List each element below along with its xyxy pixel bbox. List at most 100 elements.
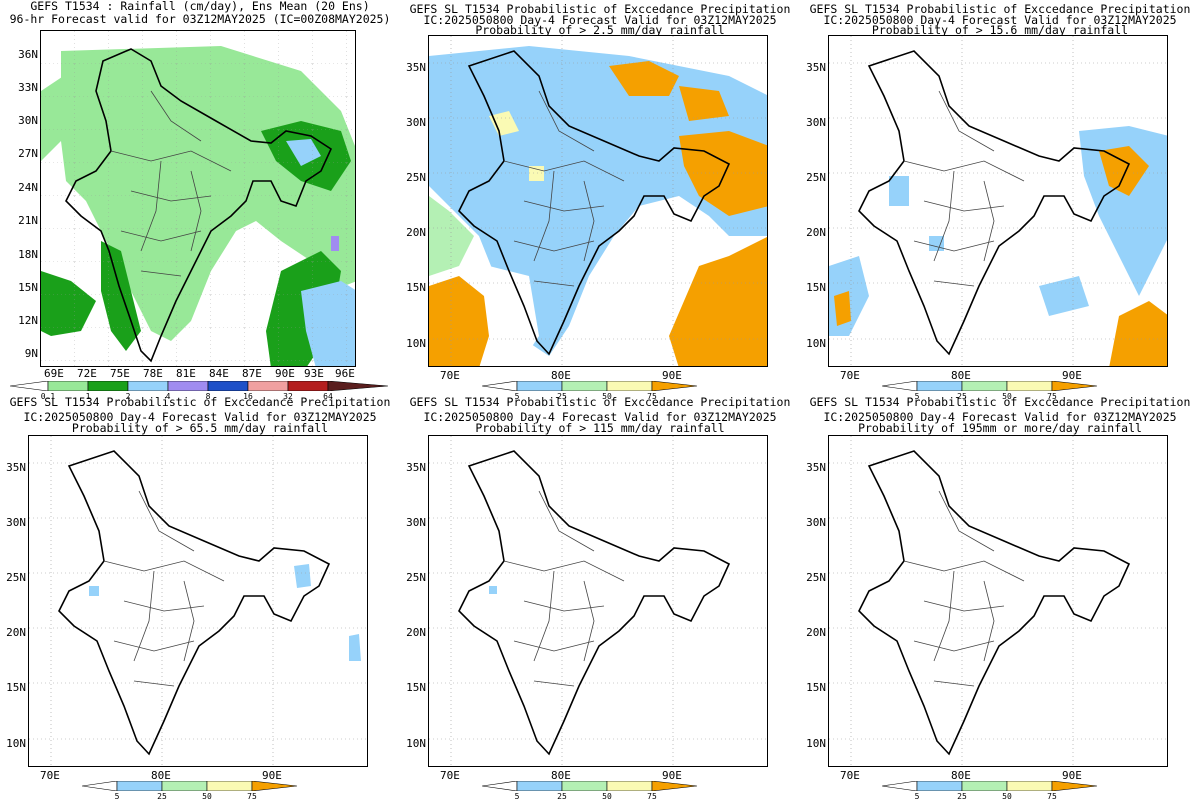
lon-label: 90E: [262, 769, 282, 782]
panel-prob-2p5mm: GEFS SL T1534 Probabilistic of Exccedanc…: [400, 0, 800, 402]
lat-label: 30N: [6, 516, 26, 529]
lat-label: 25N: [6, 571, 26, 584]
colorbar-label: 1: [85, 392, 91, 401]
panel-title-line-2: IC:2025050800 Day-4 Forecast Valid for 0…: [23, 410, 377, 424]
lon-label: 90E: [1062, 769, 1082, 782]
lat-label: 10N: [806, 337, 826, 350]
panel-title-line-3: Probability of > 65.5 mm/day rainfall: [71, 421, 329, 435]
lat-label: 35N: [6, 461, 26, 474]
prob-light-blue-spots: [89, 564, 361, 661]
colorbar-label: 0.1: [40, 392, 56, 401]
colorbar-label: 5: [114, 792, 120, 801]
lon-label: 69E: [44, 367, 64, 380]
lat-label: 15N: [6, 681, 26, 694]
probability-map: [29, 436, 367, 766]
colorbar: [482, 381, 698, 391]
panel-ens-mean-rainfall: GEFS T1534 : Rainfall (cm/day), Ens Mean…: [0, 0, 400, 401]
lat-label: 9N: [24, 347, 38, 360]
colorbar: [482, 781, 698, 791]
lat-label: 10N: [806, 737, 826, 750]
panel-title-line-2: IC:2025050800 Day-4 Forecast Valid for 0…: [423, 410, 777, 424]
india-outline: [458, 50, 731, 356]
colorbar-label: 50: [602, 792, 612, 801]
panel-title-line-3: Probability of > 115 mm/day rainfall: [475, 421, 725, 435]
lat-label: 18N: [18, 248, 38, 261]
lat-label: 25N: [406, 171, 426, 184]
lat-label: 10N: [406, 737, 426, 750]
lon-label: 72E: [77, 367, 97, 380]
lon-label: 80E: [551, 769, 571, 782]
colorbar-label: 75: [1047, 792, 1057, 801]
lon-label: 90E: [275, 367, 295, 380]
panel-title-line-3: Probability of 195mm or more/day rainfal…: [858, 421, 1142, 435]
panel-prob-195mm: GEFS SL T1534 Probabilistic of Exccedanc…: [800, 396, 1200, 801]
prob-orange-sw: [834, 291, 851, 326]
lat-label: 20N: [6, 626, 26, 639]
map-frame: [28, 435, 368, 767]
lon-label: 80E: [551, 369, 571, 382]
map-frame: [428, 35, 768, 367]
lon-label: 81E: [176, 367, 196, 380]
internal-boundaries: [503, 90, 625, 287]
lon-label: 80E: [151, 769, 171, 782]
rainfall-map: [41, 31, 355, 366]
india-outline: [58, 450, 331, 756]
prob-orange-ne: [1099, 146, 1149, 196]
probability-map: [429, 36, 767, 366]
lat-label: 15N: [406, 681, 426, 694]
graticule: [29, 436, 367, 766]
lon-label: 70E: [840, 769, 860, 782]
lon-label: 70E: [440, 369, 460, 382]
lat-label: 25N: [806, 171, 826, 184]
lon-label: 90E: [1062, 369, 1082, 382]
lat-label: 30N: [406, 516, 426, 529]
lat-label: 25N: [406, 571, 426, 584]
panel-title-line-1: GEFS SL T1534 Probabilistic of Exccedanc…: [809, 2, 1191, 16]
colorbar-label: 25: [557, 792, 567, 801]
panel-title-line-3: Probability of > 2.5 mm/day rainfall: [475, 23, 725, 37]
lon-label: 96E: [335, 367, 355, 380]
prob-blue-scatter: [889, 176, 1089, 316]
lat-label: 36N: [18, 48, 38, 61]
colorbar-label: 2: [125, 392, 131, 401]
lat-label: 24N: [18, 181, 38, 194]
lat-label: 30N: [806, 516, 826, 529]
lat-label: 21N: [18, 214, 38, 227]
colorbar-label: 5: [514, 792, 520, 801]
lat-label: 30N: [18, 114, 38, 127]
lon-label: 93E: [304, 367, 324, 380]
colorbar-label: 64: [323, 392, 333, 401]
map-frame: [40, 30, 356, 367]
map-frame: [828, 435, 1168, 767]
lat-label: 35N: [806, 461, 826, 474]
lat-label: 15N: [806, 281, 826, 294]
prob-light-blue-spots: [489, 586, 497, 594]
lon-label: 90E: [662, 769, 682, 782]
probability-map: [829, 36, 1167, 366]
colorbar-label: 5: [514, 392, 520, 401]
lat-label: 35N: [406, 61, 426, 74]
colorbar-label: 50: [1002, 792, 1012, 801]
colorbar-label: 50: [1002, 392, 1012, 401]
colorbar-label: 25: [957, 392, 967, 401]
graticule: [829, 36, 1167, 366]
prob-orange-north: [609, 61, 729, 121]
colorbar: [882, 781, 1098, 791]
probability-map: [429, 436, 767, 766]
lat-label: 35N: [406, 461, 426, 474]
colorbar: [10, 381, 389, 391]
india-outline: [65, 48, 333, 363]
lat-label: 25N: [806, 571, 826, 584]
colorbar: [882, 381, 1098, 391]
colorbar-label: 5: [914, 392, 920, 401]
panel-title-line-1: GEFS SL T1534 Probabilistic of Exccedanc…: [9, 395, 391, 409]
colorbar-label: 32: [283, 392, 293, 401]
panel-title-line-1: GEFS SL T1534 Probabilistic of Exccedanc…: [809, 395, 1191, 409]
colorbar-label: 25: [557, 392, 567, 401]
panel-prob-115mm: GEFS SL T1534 Probabilistic of Exccedanc…: [400, 396, 800, 801]
india-outline: [858, 450, 1131, 756]
panel-title-line-1: GEFS SL T1534 Probabilistic of Exccedanc…: [409, 2, 791, 16]
internal-boundaries: [503, 490, 625, 687]
internal-boundaries: [103, 490, 225, 687]
colorbar-label: 4: [165, 392, 171, 401]
